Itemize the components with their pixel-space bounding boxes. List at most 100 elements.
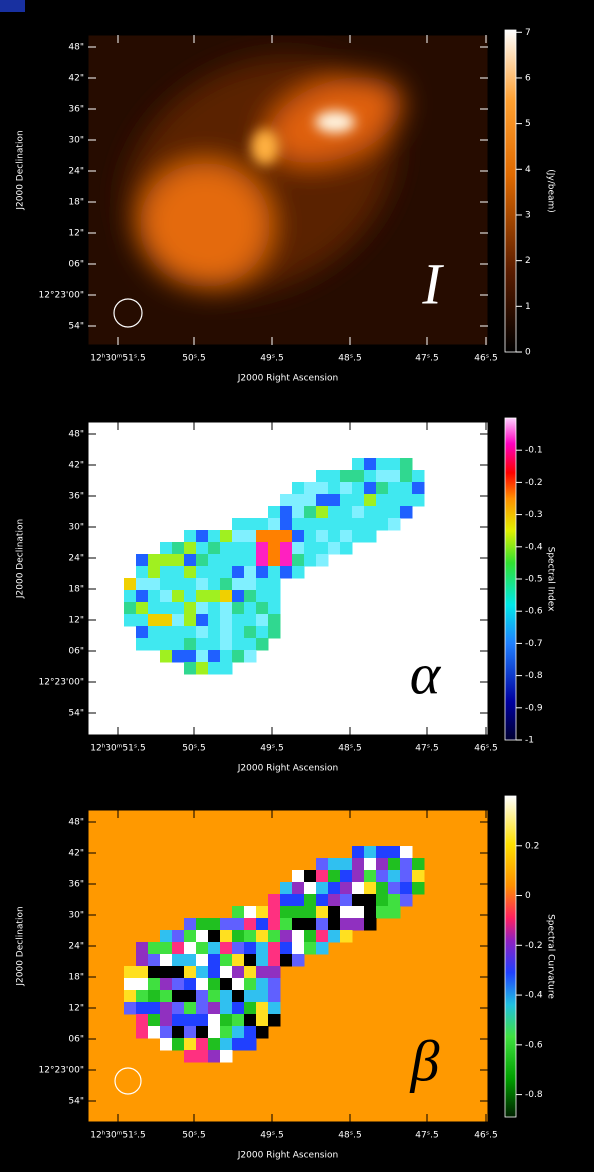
pixel <box>280 566 293 579</box>
lobe-south <box>140 163 270 287</box>
pixel <box>208 942 221 955</box>
colorbar-tick-label: -0.2 <box>525 941 543 951</box>
y-tick-label: 12°23'00" <box>39 678 84 688</box>
colorbar-tick-label: 0 <box>525 891 531 901</box>
pixel <box>304 894 317 907</box>
pixel <box>340 530 353 543</box>
pixel <box>352 530 365 543</box>
x-tick-label: 47ˢ.5 <box>415 354 438 364</box>
y-tick-label: 12°23'00" <box>39 1066 84 1076</box>
pixel <box>196 990 209 1003</box>
colorbar <box>504 29 517 353</box>
pixel <box>256 554 269 567</box>
panel-symbol: α <box>410 641 442 706</box>
pixel <box>292 494 305 507</box>
pixel <box>124 978 137 991</box>
beam <box>113 298 143 328</box>
pixel <box>304 882 317 895</box>
pixel <box>208 614 221 627</box>
pixel <box>148 942 161 955</box>
pixel <box>220 954 233 967</box>
pixel <box>292 954 305 967</box>
panel-symbol: I <box>421 251 444 316</box>
pixel <box>148 954 161 967</box>
pixel <box>232 1002 245 1015</box>
pixel <box>208 1002 221 1015</box>
pixel <box>136 942 149 955</box>
pixel <box>268 566 281 579</box>
colorbar-tick-label: -0.7 <box>525 639 543 649</box>
pixel <box>172 942 185 955</box>
y-axis-label: J2000 Declination <box>16 130 26 210</box>
colorbar-tick-label: -0.8 <box>525 671 543 681</box>
pixel <box>172 1002 185 1015</box>
pixel <box>172 614 185 627</box>
frame <box>87 421 489 736</box>
pixel <box>136 566 149 579</box>
pixel <box>172 566 185 579</box>
pixel <box>352 846 365 859</box>
pixel <box>292 542 305 555</box>
pixel <box>352 470 365 483</box>
pixel <box>352 482 365 495</box>
x-tick-label: 46ˢ.5 <box>474 1131 497 1141</box>
pixel <box>304 554 317 567</box>
hotspots <box>251 111 355 165</box>
pixel <box>400 870 413 883</box>
pixel <box>136 966 149 979</box>
y-tick-label: 42" <box>68 74 84 84</box>
pixel <box>148 578 161 591</box>
pixel <box>292 942 305 955</box>
pixel <box>280 518 293 531</box>
pixel <box>328 470 341 483</box>
colorbar-tick-label: -0.5 <box>525 575 543 585</box>
x-axis-label: J2000 Right Ascension <box>237 1151 338 1161</box>
pixel <box>268 1014 281 1027</box>
pixel <box>376 518 389 531</box>
pixel <box>256 966 269 979</box>
pixel <box>172 1014 185 1027</box>
pixel <box>232 638 245 651</box>
pixel <box>148 590 161 603</box>
pixel <box>316 542 329 555</box>
pixel <box>172 954 185 967</box>
colorbar-label: Spectral Curvature <box>546 914 556 999</box>
pixel <box>220 966 233 979</box>
pixel <box>244 906 257 919</box>
pixel <box>244 518 257 531</box>
pixel <box>364 894 377 907</box>
pixel <box>316 906 329 919</box>
pixel <box>316 530 329 543</box>
y-tick-label: 24" <box>68 167 84 177</box>
pixel <box>268 518 281 531</box>
pixel <box>328 518 341 531</box>
y-tick-label: 12" <box>68 616 84 626</box>
pixel <box>136 602 149 615</box>
pixel <box>256 954 269 967</box>
pixel <box>136 590 149 603</box>
core <box>251 129 279 165</box>
pixel <box>352 494 365 507</box>
pixel <box>376 882 389 895</box>
pixel <box>196 638 209 651</box>
pixel <box>316 470 329 483</box>
pixel <box>304 494 317 507</box>
panel-symbol: β <box>410 1028 440 1093</box>
pixel <box>244 1038 257 1051</box>
pixel <box>196 590 209 603</box>
pixel <box>340 930 353 943</box>
pixel <box>280 918 293 931</box>
pixel <box>208 530 221 543</box>
pixel <box>352 906 365 919</box>
pixel <box>160 590 173 603</box>
y-tick-label: 36" <box>68 492 84 502</box>
x-axis-label: J2000 Right Ascension <box>237 374 338 384</box>
pixel <box>352 458 365 471</box>
pixel <box>148 554 161 567</box>
pixel <box>268 966 281 979</box>
pixel <box>232 978 245 991</box>
pixel <box>412 482 425 495</box>
pixel <box>172 554 185 567</box>
pixel <box>160 578 173 591</box>
pixel <box>136 578 149 591</box>
